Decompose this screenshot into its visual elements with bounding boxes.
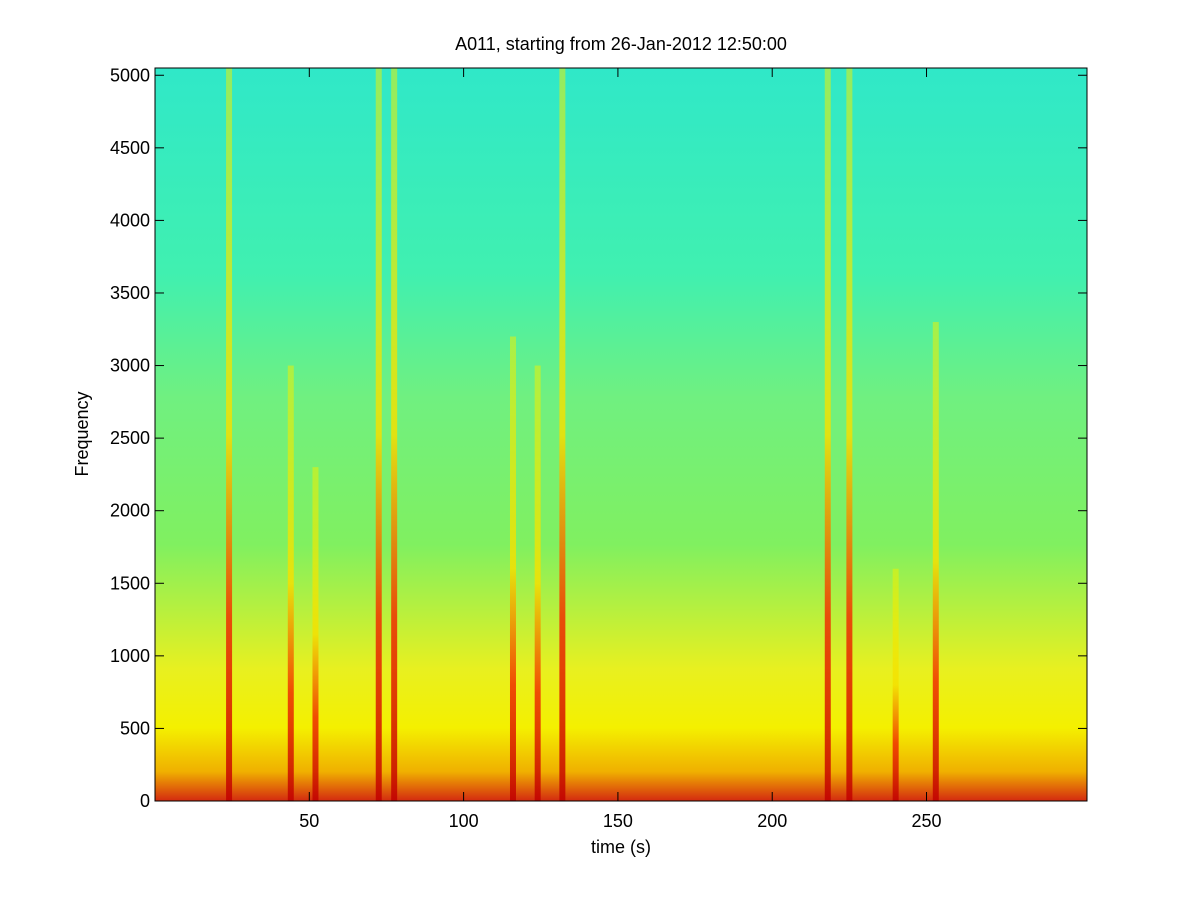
energy-stripe xyxy=(892,568,899,801)
y-tick-label: 5000 xyxy=(110,65,150,85)
x-tick-label: 150 xyxy=(603,811,633,831)
y-tick-label: 3000 xyxy=(110,356,150,376)
y-tick-label: 3500 xyxy=(110,283,150,303)
x-tick-label: 200 xyxy=(757,811,787,831)
x-tick-label: 50 xyxy=(299,811,319,831)
energy-stripe xyxy=(509,336,516,801)
y-tick-label: 500 xyxy=(120,718,150,738)
y-tick-label: 1000 xyxy=(110,646,150,666)
spectrogram-background xyxy=(155,68,1087,801)
energy-stripe xyxy=(375,68,382,801)
x-tick-label: 100 xyxy=(449,811,479,831)
energy-stripe xyxy=(226,68,233,801)
y-tick-label: 2000 xyxy=(110,501,150,521)
energy-stripe xyxy=(559,68,566,801)
energy-stripe xyxy=(287,365,294,801)
axes-box xyxy=(154,67,1088,802)
energy-stripe xyxy=(312,467,319,801)
y-tick-label: 4000 xyxy=(110,210,150,230)
energy-stripe xyxy=(391,68,398,801)
y-tick-label: 2500 xyxy=(110,428,150,448)
y-axis-label: Frequency xyxy=(72,391,92,476)
chart-title: A011, starting from 26-Jan-2012 12:50:00 xyxy=(455,34,787,54)
x-tick-label: 250 xyxy=(911,811,941,831)
y-tick-label: 1500 xyxy=(110,573,150,593)
energy-stripe xyxy=(824,68,831,801)
y-tick-label: 0 xyxy=(140,791,150,811)
energy-stripe xyxy=(534,365,541,801)
x-axis-label: time (s) xyxy=(591,837,651,857)
energy-stripe xyxy=(932,322,939,801)
plot-area xyxy=(226,68,939,801)
energy-stripe xyxy=(846,68,853,801)
y-tick-label: 4500 xyxy=(110,138,150,158)
